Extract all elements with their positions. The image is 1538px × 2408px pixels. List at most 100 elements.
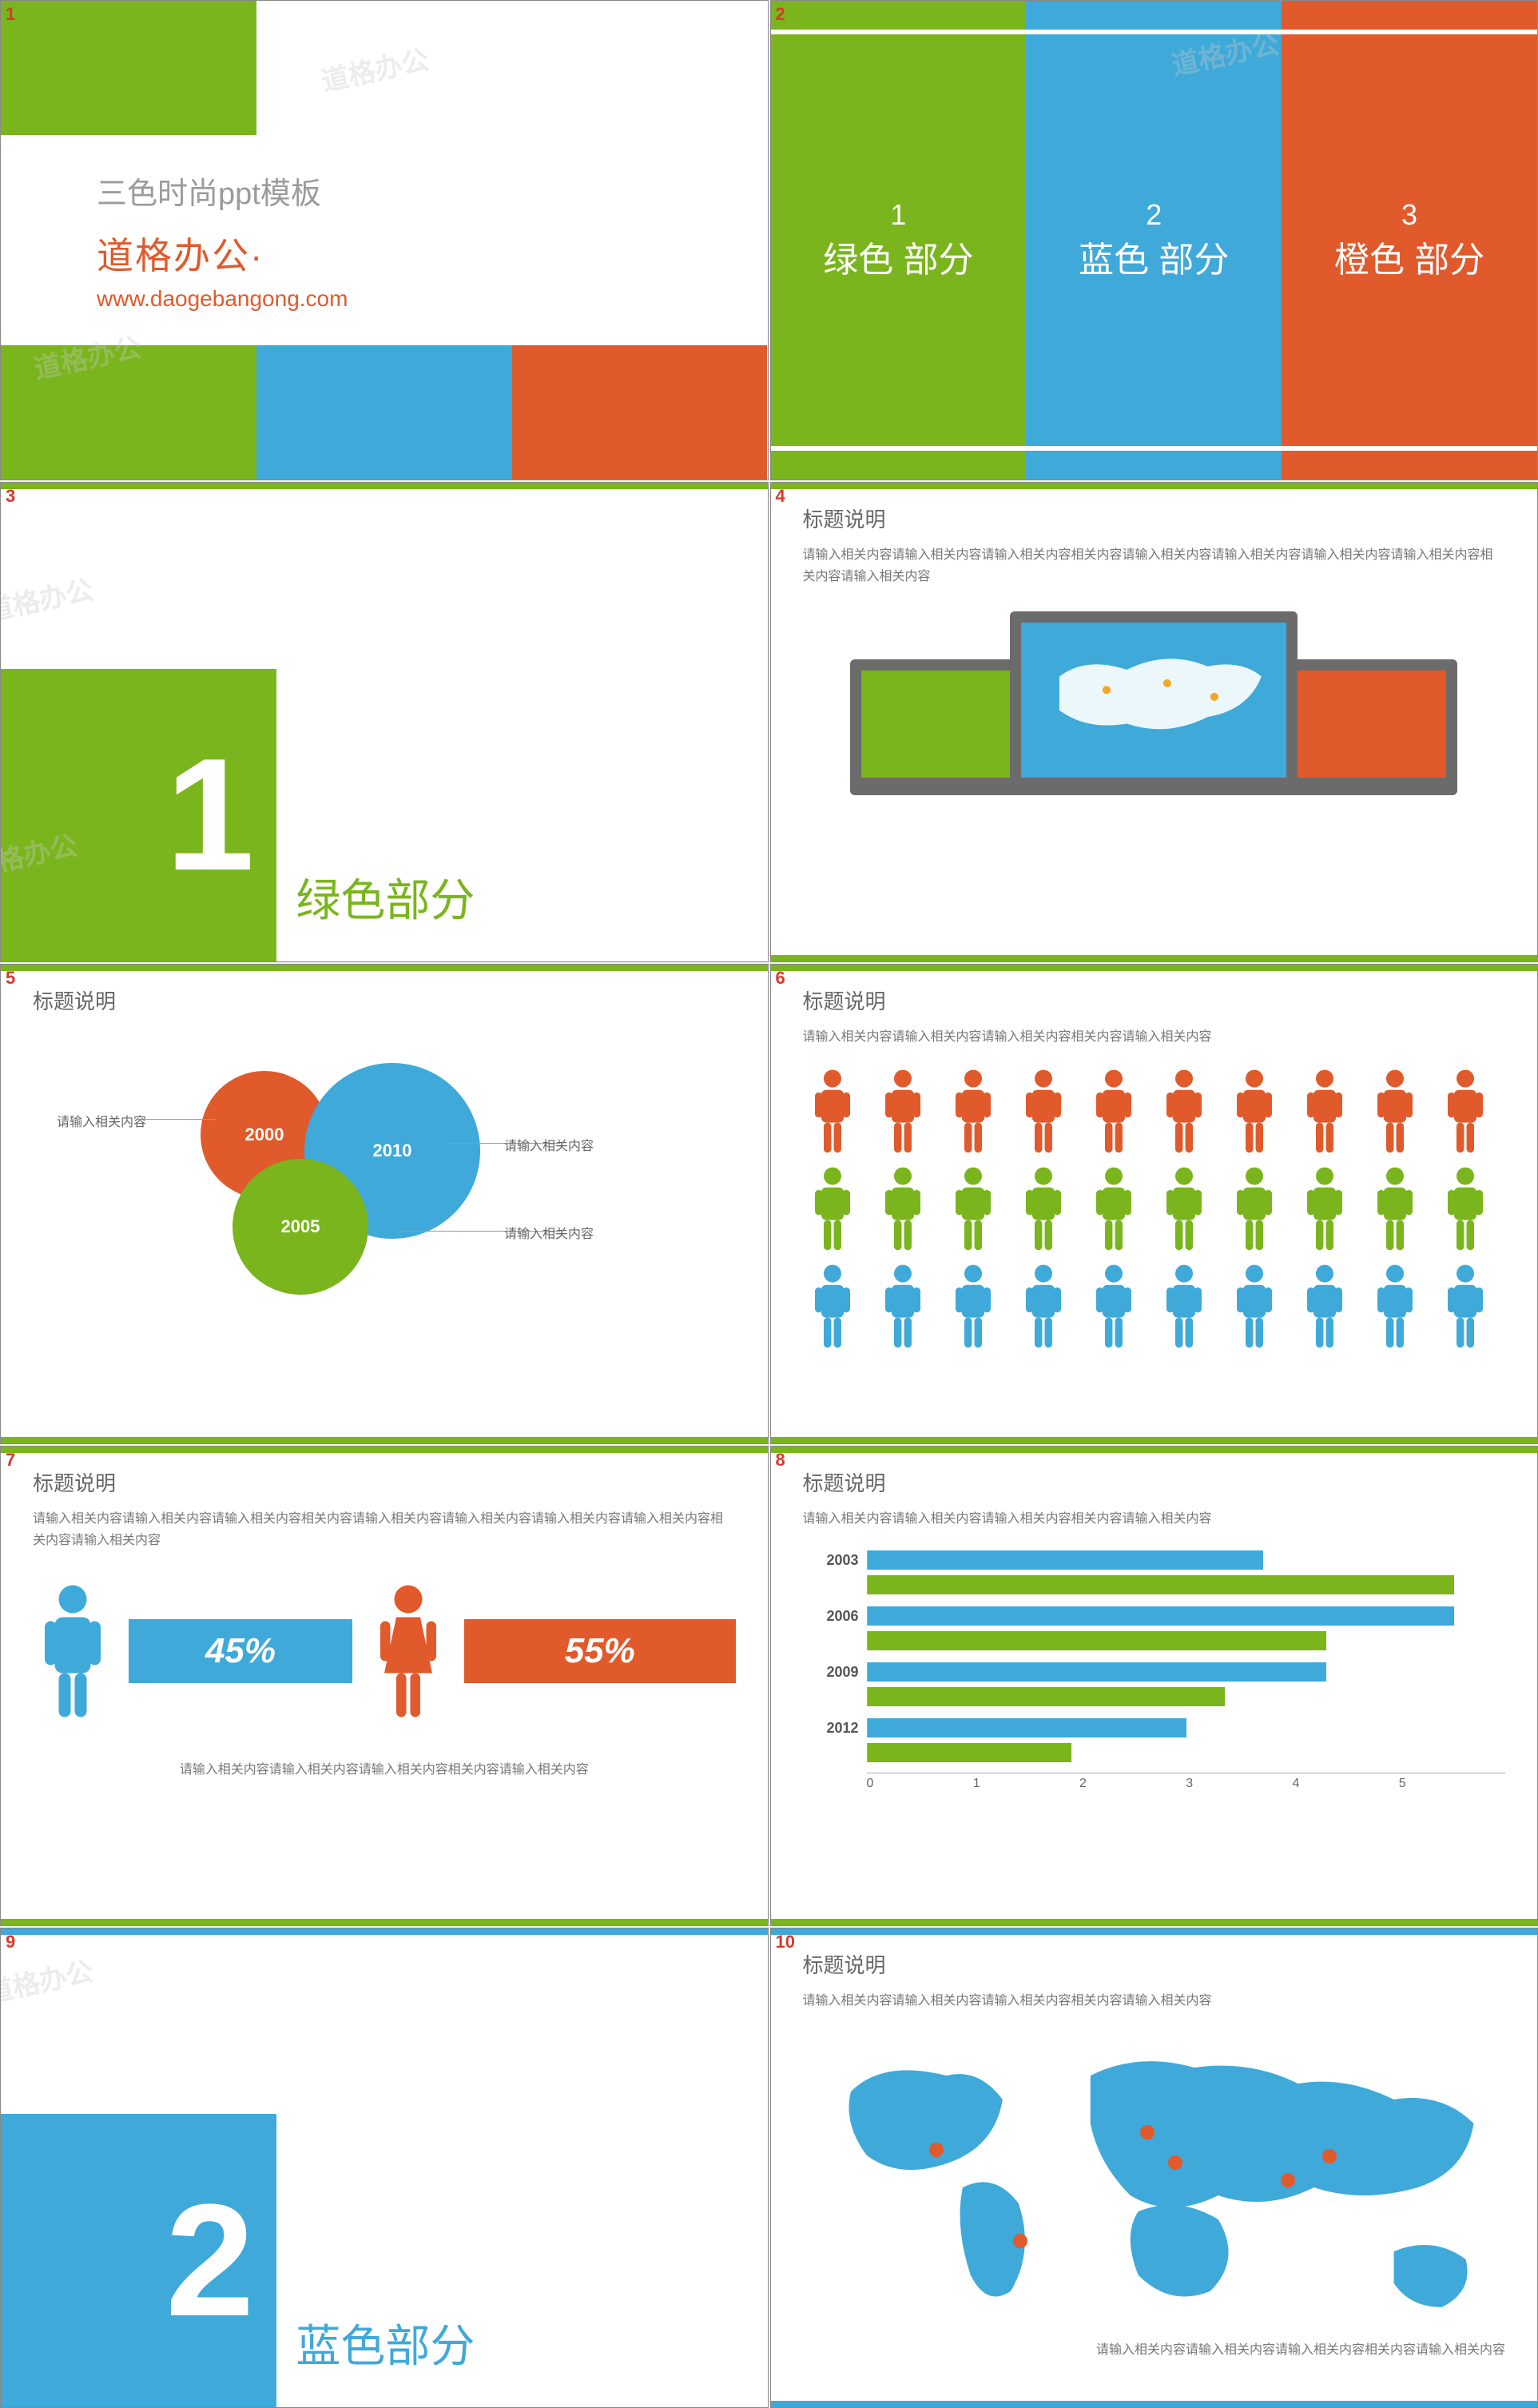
- person-icon: [1225, 1264, 1284, 1351]
- people-row: [803, 1264, 1506, 1351]
- bar-row: 2009: [803, 1661, 1506, 1683]
- map-marker: [1140, 2125, 1154, 2139]
- slide-num: 2: [776, 4, 785, 25]
- person-icon: [803, 1166, 862, 1254]
- slide-3: 3 1 绿色部分 道格办公 道格办公: [0, 482, 769, 962]
- leader-line: [137, 1119, 217, 1120]
- bar: [868, 1662, 1327, 1682]
- person-icon: [873, 1069, 932, 1156]
- top-bar: [771, 483, 1538, 489]
- bar-track: [867, 1718, 1506, 1737]
- person-icon: [1154, 1264, 1214, 1351]
- person-icon: [944, 1264, 1003, 1351]
- content: 标题说明 请输入相关内容请输入相关内容请输入相关内容相关内容请输入相关内容请输入…: [771, 483, 1538, 811]
- content: 标题说明 请输入相关内容请输入相关内容请输入相关内容相关内容请输入相关内容 20…: [771, 1447, 1538, 1807]
- bar: [868, 1743, 1072, 1762]
- footer-text: 请输入相关内容请输入相关内容请输入相关内容相关内容请输入相关内容: [803, 2339, 1506, 2361]
- bar-track: [867, 1687, 1506, 1706]
- x-axis: 012345: [867, 1773, 1506, 1791]
- venn-label: 请输入相关内容: [504, 1223, 594, 1242]
- venn-label: 请输入相关内容: [504, 1135, 594, 1154]
- slide-num: 9: [6, 1932, 15, 1952]
- bot-bar: [771, 1437, 1538, 1443]
- bot-bar: [771, 955, 1538, 961]
- slide-num: 5: [6, 968, 15, 989]
- slide-6: 6 标题说明 请输入相关内容请输入相关内容请输入相关内容相关内容请输入相关内容: [770, 964, 1538, 1444]
- slide-title: 标题说明: [803, 1467, 1506, 1497]
- bar-track: [867, 1662, 1506, 1682]
- s1-top-2: [256, 1, 512, 135]
- section-block: 1: [1, 669, 276, 961]
- section-number: 2: [165, 2197, 254, 2325]
- x-tick: 4: [1293, 1773, 1399, 1791]
- gender-row: 45% 55%: [33, 1583, 736, 1719]
- section-number: 1: [165, 751, 254, 879]
- bar-row: [803, 1741, 1506, 1764]
- section-topbar: [1, 1928, 768, 1935]
- person-icon: [1154, 1166, 1214, 1254]
- person-icon: [1436, 1069, 1495, 1156]
- top-bar: [771, 1447, 1538, 1453]
- bot-bar: [771, 1919, 1538, 1925]
- bar-row: 2012: [803, 1717, 1506, 1739]
- slide-title: 标题说明: [33, 1467, 736, 1497]
- s1-bot-3: [512, 345, 768, 480]
- person-icon: [803, 1069, 862, 1156]
- x-tick: 5: [1399, 1773, 1505, 1791]
- col-num: 3: [1401, 198, 1417, 232]
- bot-bar: [771, 2401, 1538, 2407]
- slide-num: 4: [776, 486, 785, 507]
- bar: [868, 1718, 1186, 1737]
- s1-top-1: [1, 1, 256, 135]
- brand-name: 道格办公·: [97, 227, 768, 280]
- slide-desc: 请输入相关内容请输入相关内容请输入相关内容相关内容请输入相关内容: [803, 1508, 1506, 1530]
- slide-title: 标题说明: [803, 985, 1506, 1015]
- bar-track: [867, 1606, 1506, 1626]
- person-icon: [944, 1069, 1003, 1156]
- s1-bot-1: [1, 345, 256, 480]
- top-bar: [771, 1928, 1538, 1935]
- slide-title: 标题说明: [803, 1949, 1506, 1979]
- person-icon: [1225, 1166, 1284, 1254]
- person-icon: [1154, 1069, 1214, 1156]
- bar-row: [803, 1630, 1506, 1652]
- person-icon: [1365, 1166, 1425, 1254]
- person-icon: [1295, 1264, 1354, 1351]
- person-icon: [1014, 1069, 1073, 1156]
- person-icon: [1436, 1264, 1495, 1351]
- bot-bar: [1, 1919, 768, 1925]
- person-icon: [1084, 1069, 1143, 1156]
- s1-bot-2: [256, 345, 512, 480]
- col-num: 2: [1146, 198, 1162, 232]
- female-icon: [368, 1583, 448, 1719]
- people-row: [803, 1166, 1506, 1254]
- bar-track: [867, 1550, 1506, 1570]
- slide-desc: 请输入相关内容请输入相关内容请输入相关内容相关内容请输入相关内容请输入相关内容请…: [33, 1508, 736, 1551]
- toc-column: 3橙色 部分: [1282, 1, 1537, 480]
- section-body: 2 蓝色部分: [1, 1935, 768, 2407]
- person-icon: [1225, 1069, 1284, 1156]
- hbar-chart: 2003200620092012012345: [803, 1549, 1506, 1791]
- section-topbar: [1, 483, 768, 489]
- world-map: [803, 2028, 1506, 2331]
- s1-mid: 三色时尚ppt模板 道格办公· www.daogebangong.com: [1, 135, 768, 346]
- devices-graphic: [803, 611, 1506, 795]
- top-bar: [1, 965, 768, 971]
- slide-desc: 请输入相关内容请输入相关内容请输入相关内容相关内容请输入相关内容请输入相关内容请…: [803, 544, 1506, 587]
- slide-desc: 请输入相关内容请输入相关内容请输入相关内容相关内容请输入相关内容: [803, 1990, 1506, 2012]
- s1-top-3: [512, 1, 768, 135]
- s1-bot-stripe: [1, 345, 768, 480]
- gap-line: [771, 30, 1538, 34]
- bar: [868, 1550, 1263, 1570]
- slide-title: 标题说明: [33, 985, 736, 1015]
- content: 标题说明 请输入相关内容请输入相关内容请输入相关内容相关内容请输入相关内容 请输…: [771, 1928, 1538, 2377]
- section-title: 蓝色部分: [296, 2310, 475, 2375]
- person-icon: [803, 1264, 862, 1351]
- bar: [868, 1575, 1455, 1594]
- gap-line: [771, 446, 1538, 451]
- bar: [868, 1687, 1225, 1706]
- person-icon: [1084, 1264, 1143, 1351]
- brand-url: www.daogebangong.com: [97, 286, 768, 312]
- bar-track: [867, 1575, 1506, 1594]
- bar-label: 2009: [803, 1664, 867, 1681]
